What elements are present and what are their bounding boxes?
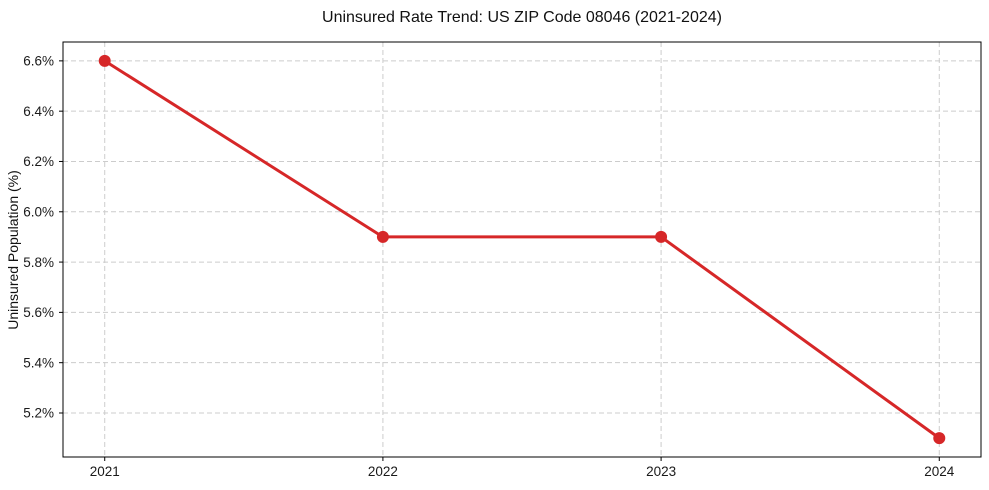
y-tick-label: 6.4% [23, 104, 54, 119]
trend-line [103, 59, 941, 440]
chart-title: Uninsured Rate Trend: US ZIP Code 08046 … [322, 9, 722, 26]
x-tick-label: 2022 [368, 464, 398, 479]
y-axis-label: Uninsured Population (%) [5, 170, 21, 330]
axes-layer [62, 41, 982, 458]
data-point-marker [933, 432, 946, 445]
y-tick-label: 5.8% [23, 255, 54, 270]
x-tick-label: 2023 [646, 464, 676, 479]
y-tick-label: 6.2% [23, 154, 54, 169]
x-tick-label: 2024 [924, 464, 955, 479]
tick-layer [59, 60, 940, 461]
y-tick-label: 5.4% [23, 355, 54, 370]
y-tick-label: 5.2% [23, 406, 54, 421]
tick-label-layer: 5.2% 5.4% 5.6% 5.8% 6.0% 6.2% 6.4% 6.6% 2021 2022… [23, 54, 955, 479]
y-tick-label: 5.6% [23, 305, 54, 320]
plot-frame [62, 41, 982, 458]
y-tick-label: 6.0% [23, 204, 54, 219]
data-point-marker [376, 230, 389, 243]
x-tick-label: 2021 [90, 464, 120, 479]
series-layer [98, 54, 946, 445]
data-point-marker [655, 230, 668, 243]
y-tick-label: 6.6% [23, 54, 54, 69]
data-point-marker [98, 54, 111, 67]
grid-layer [63, 42, 981, 457]
